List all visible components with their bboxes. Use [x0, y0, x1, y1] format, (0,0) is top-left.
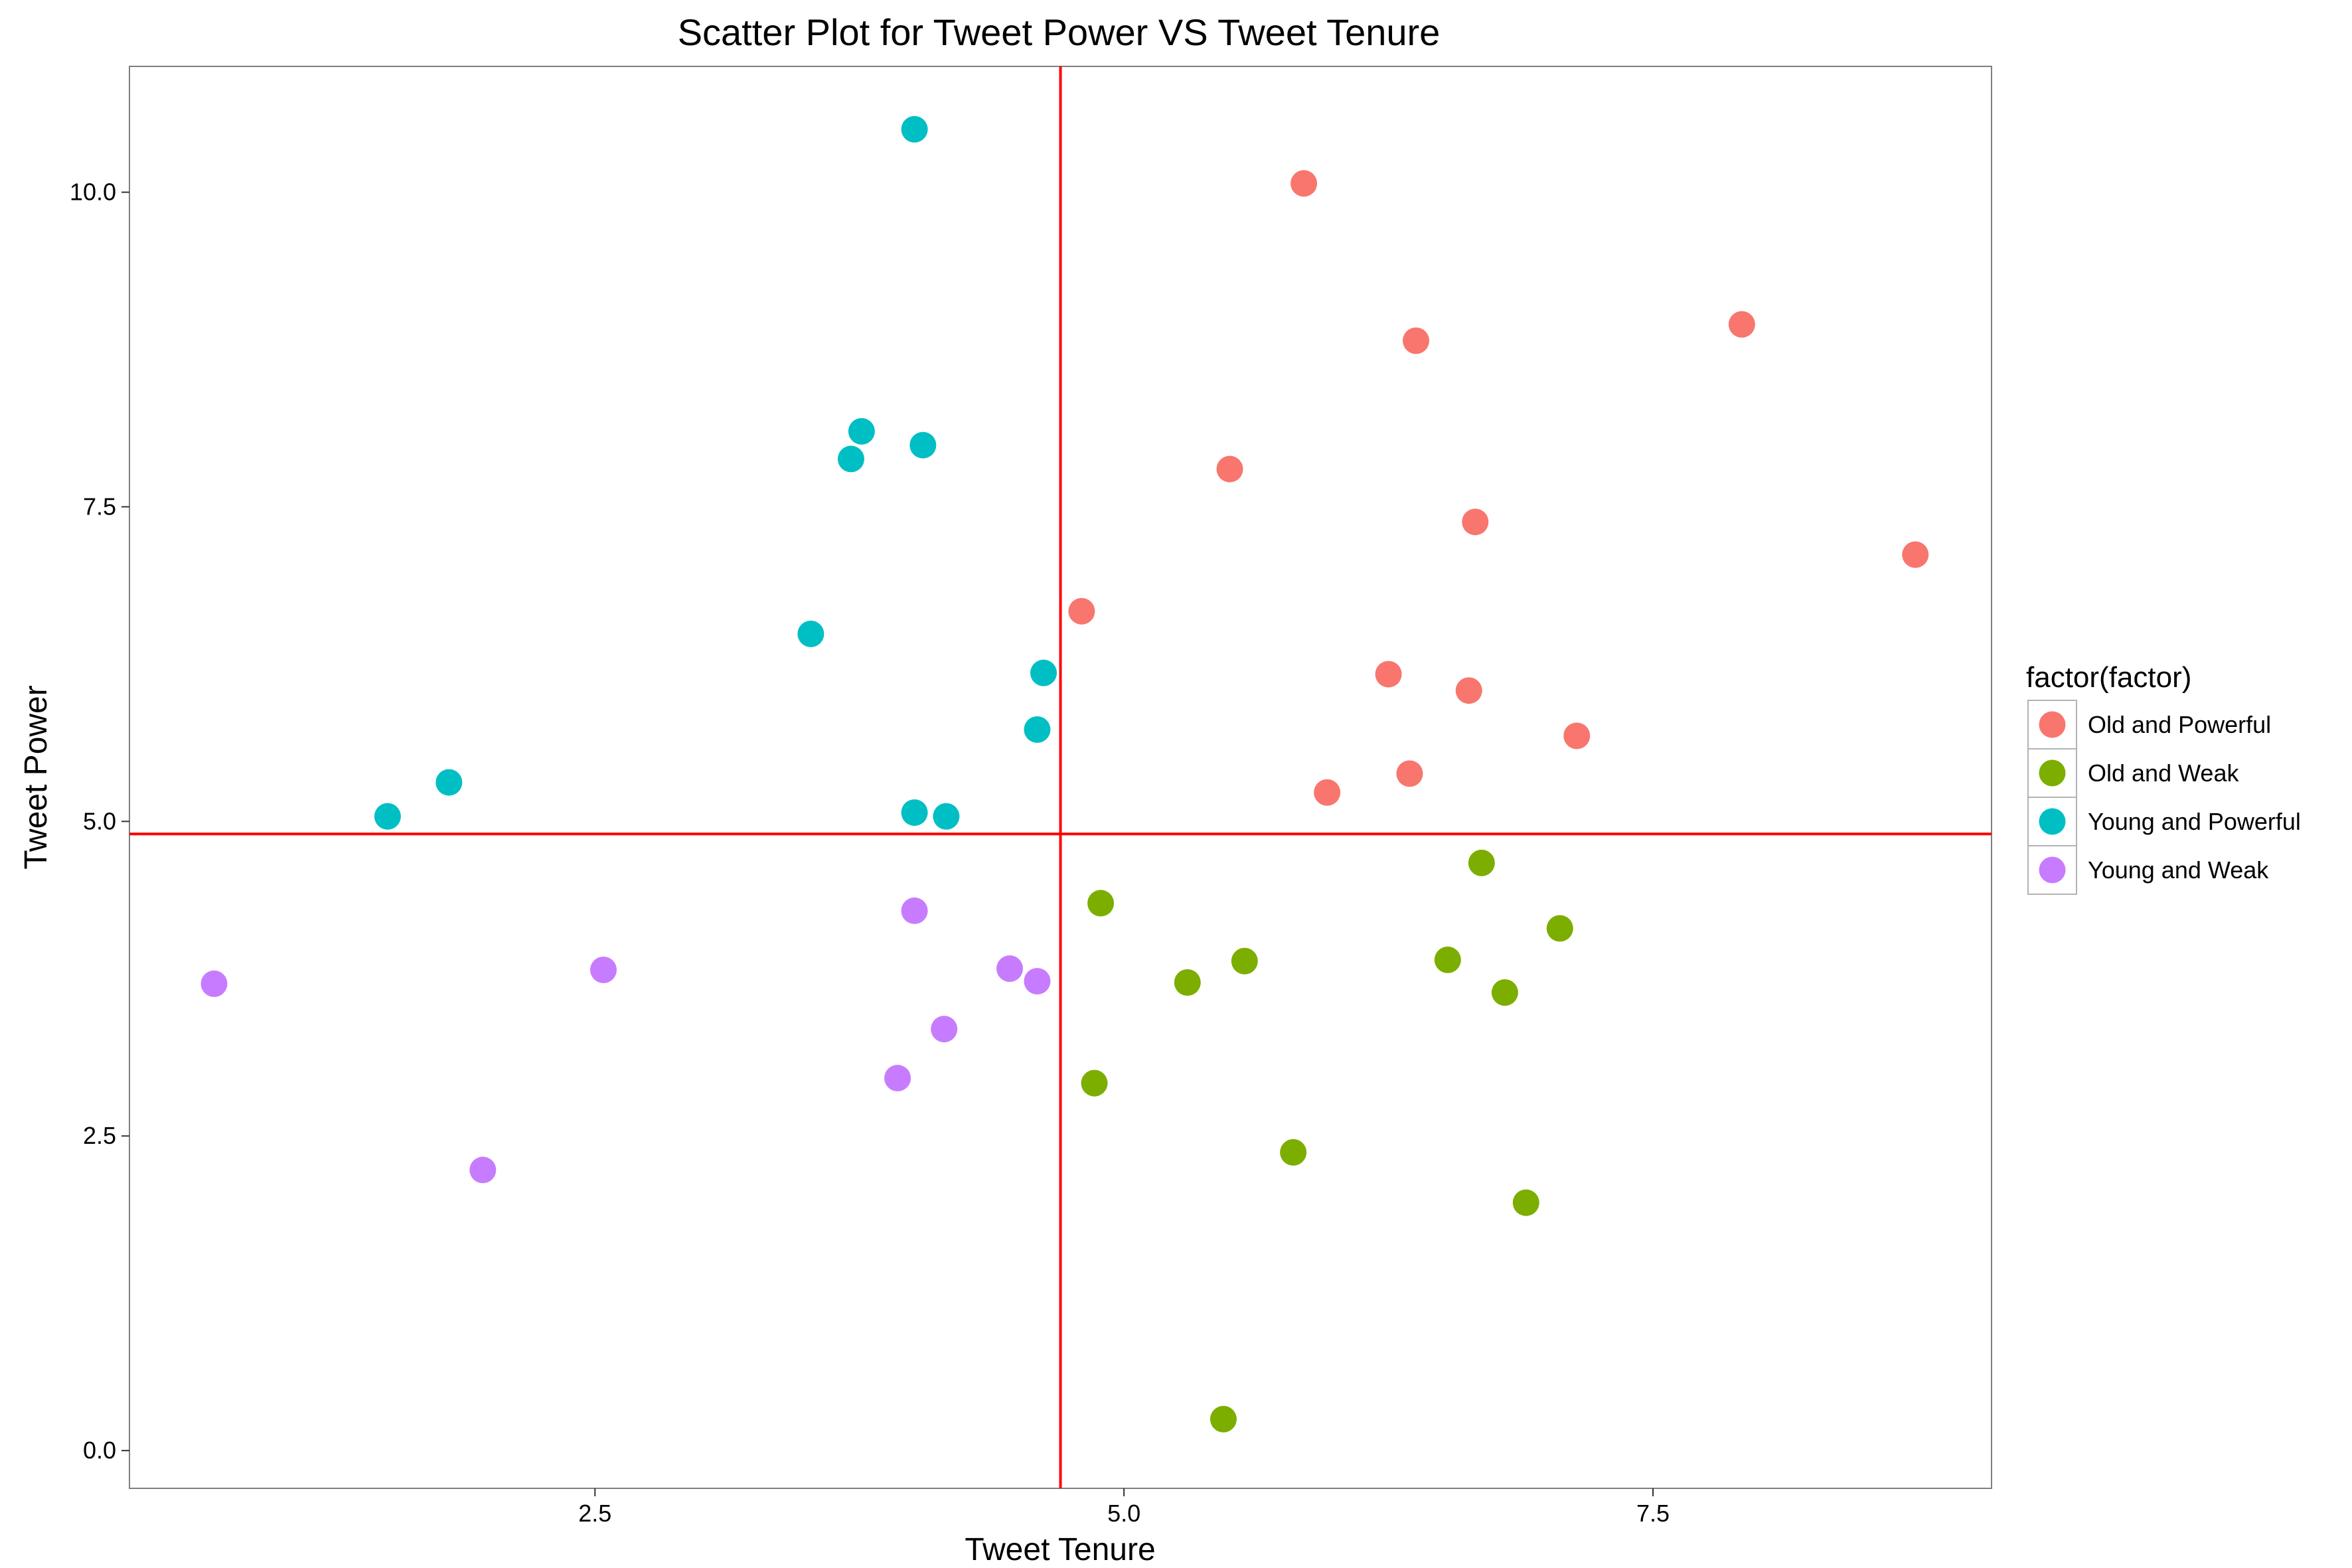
point-young-and-weak [996, 955, 1023, 982]
point-old-and-powerful [1455, 677, 1482, 704]
point-young-and-powerful [797, 620, 824, 647]
legend-label: Old and Powerful [2088, 711, 2271, 738]
y-axis-title: Tweet Power [19, 685, 54, 869]
legend-label: Old and Weak [2088, 759, 2239, 787]
point-old-and-weak [1174, 969, 1201, 996]
point-old-and-weak [1081, 1069, 1108, 1097]
point-old-and-powerful [1291, 170, 1318, 197]
point-old-and-weak [1210, 1405, 1237, 1433]
point-old-and-weak [1280, 1138, 1307, 1166]
point-young-and-weak [884, 1065, 911, 1092]
point-old-and-weak [1491, 979, 1518, 1006]
point-young-and-weak [200, 970, 228, 997]
x-axis-title: Tweet Tenure [965, 1532, 1155, 1567]
point-young-and-powerful [901, 799, 928, 826]
point-old-and-powerful [1068, 597, 1095, 625]
point-old-and-powerful [1728, 311, 1755, 338]
point-young-and-weak [1024, 968, 1051, 995]
x-axis: 2.5 5.0 7.5 [578, 1488, 1670, 1527]
point-old-and-powerful [1216, 455, 1243, 483]
y-axis: 0.0 2.5 5.0 7.5 10.0 [70, 179, 129, 1464]
x-tick-label: 7.5 [1636, 1500, 1670, 1527]
x-tick-label: 2.5 [578, 1500, 611, 1527]
chart-title: Scatter Plot for Tweet Power VS Tweet Te… [678, 11, 1441, 53]
legend-title: factor(factor) [2026, 661, 2191, 694]
y-tick-label: 7.5 [83, 493, 116, 520]
point-old-and-powerful [1902, 541, 1929, 568]
point-old-and-powerful [1563, 722, 1591, 749]
x-tick-label: 5.0 [1107, 1500, 1140, 1527]
point-young-and-powerful [933, 803, 960, 830]
point-old-and-powerful [1396, 760, 1423, 787]
y-tick-label: 5.0 [83, 807, 116, 834]
y-tick-label: 10.0 [70, 179, 116, 206]
y-tick-label: 2.5 [83, 1122, 116, 1149]
point-old-and-weak [1546, 915, 1573, 942]
point-old-and-weak [1087, 890, 1115, 917]
point-old-and-powerful [1403, 327, 1429, 354]
legend-swatch [2039, 759, 2066, 787]
point-young-and-weak [590, 957, 617, 984]
point-old-and-weak [1468, 849, 1495, 876]
point-young-and-weak [931, 1016, 958, 1043]
point-young-and-weak [901, 897, 928, 924]
point-young-and-powerful [1030, 659, 1057, 686]
data-points [200, 116, 1929, 1433]
legend: factor(factor) Old and Powerful Old and W… [2026, 661, 2301, 895]
legend-swatch [2039, 711, 2066, 738]
point-young-and-powerful [909, 431, 937, 459]
point-young-and-powerful [1024, 716, 1051, 743]
point-young-and-powerful [848, 418, 875, 445]
point-young-and-powerful [837, 445, 864, 473]
point-young-and-powerful [374, 803, 401, 830]
legend-swatch [2039, 856, 2066, 884]
reference-lines [129, 66, 1992, 1488]
legend-label: Young and Powerful [2088, 808, 2301, 835]
point-old-and-powerful [1314, 779, 1341, 806]
point-young-and-weak [469, 1156, 497, 1184]
legend-label: Young and Weak [2088, 856, 2269, 884]
point-old-and-weak [1434, 946, 1461, 973]
point-old-and-powerful [1462, 509, 1489, 536]
point-old-and-weak [1512, 1189, 1539, 1216]
point-young-and-powerful [901, 116, 928, 143]
point-young-and-powerful [435, 769, 463, 796]
point-old-and-powerful [1375, 661, 1402, 688]
legend-swatch [2039, 808, 2066, 835]
point-old-and-weak [1231, 947, 1258, 975]
y-tick-label: 0.0 [83, 1437, 116, 1464]
